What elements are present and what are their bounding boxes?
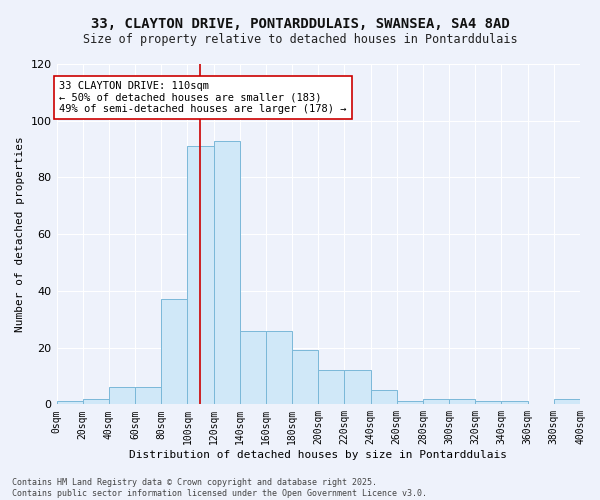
Bar (135, 388, 161, 404)
Bar (187, 146, 214, 405)
X-axis label: Distribution of detached houses by size in Pontarddulais: Distribution of detached houses by size … (129, 450, 507, 460)
Bar (344, 370, 371, 404)
Bar (502, 402, 527, 404)
Bar (449, 398, 475, 404)
Bar (214, 140, 240, 404)
Bar (240, 330, 266, 404)
Bar (83, 398, 109, 404)
Bar (292, 350, 318, 405)
Bar (266, 330, 292, 404)
Text: Contains HM Land Registry data © Crown copyright and database right 2025.
Contai: Contains HM Land Registry data © Crown c… (12, 478, 427, 498)
Y-axis label: Number of detached properties: Number of detached properties (15, 136, 25, 332)
Bar (161, 300, 187, 405)
Bar (423, 398, 449, 404)
Bar (56, 402, 83, 404)
Text: 33, CLAYTON DRIVE, PONTARDDULAIS, SWANSEA, SA4 8AD: 33, CLAYTON DRIVE, PONTARDDULAIS, SWANSE… (91, 18, 509, 32)
Bar (554, 398, 580, 404)
Text: Size of property relative to detached houses in Pontarddulais: Size of property relative to detached ho… (83, 32, 517, 46)
Bar (109, 388, 135, 404)
Bar (318, 370, 344, 404)
Text: 33 CLAYTON DRIVE: 110sqm
← 50% of detached houses are smaller (183)
49% of semi-: 33 CLAYTON DRIVE: 110sqm ← 50% of detach… (59, 81, 347, 114)
Bar (475, 402, 502, 404)
Bar (371, 390, 397, 404)
Bar (397, 402, 423, 404)
